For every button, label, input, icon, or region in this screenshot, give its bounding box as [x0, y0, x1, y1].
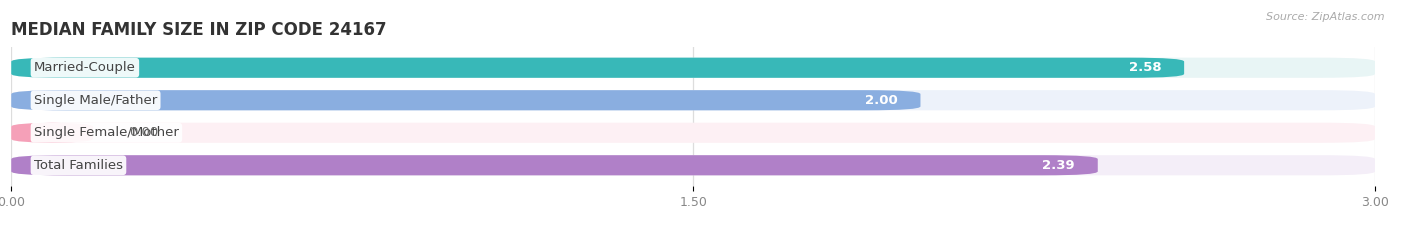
- Text: Source: ZipAtlas.com: Source: ZipAtlas.com: [1267, 12, 1385, 22]
- Text: 2.39: 2.39: [1042, 159, 1076, 172]
- Text: 0.00: 0.00: [129, 126, 159, 139]
- Text: Single Male/Father: Single Male/Father: [34, 94, 157, 107]
- FancyBboxPatch shape: [11, 155, 1375, 175]
- FancyBboxPatch shape: [11, 90, 1375, 110]
- FancyBboxPatch shape: [11, 58, 1184, 78]
- FancyBboxPatch shape: [11, 58, 1375, 78]
- FancyBboxPatch shape: [11, 123, 93, 143]
- Text: Single Female/Mother: Single Female/Mother: [34, 126, 179, 139]
- FancyBboxPatch shape: [11, 155, 1098, 175]
- Text: 2.00: 2.00: [865, 94, 898, 107]
- Text: Total Families: Total Families: [34, 159, 122, 172]
- Text: 2.58: 2.58: [1129, 61, 1161, 74]
- Text: MEDIAN FAMILY SIZE IN ZIP CODE 24167: MEDIAN FAMILY SIZE IN ZIP CODE 24167: [11, 21, 387, 39]
- FancyBboxPatch shape: [11, 123, 1375, 143]
- Text: Married-Couple: Married-Couple: [34, 61, 136, 74]
- FancyBboxPatch shape: [11, 90, 921, 110]
